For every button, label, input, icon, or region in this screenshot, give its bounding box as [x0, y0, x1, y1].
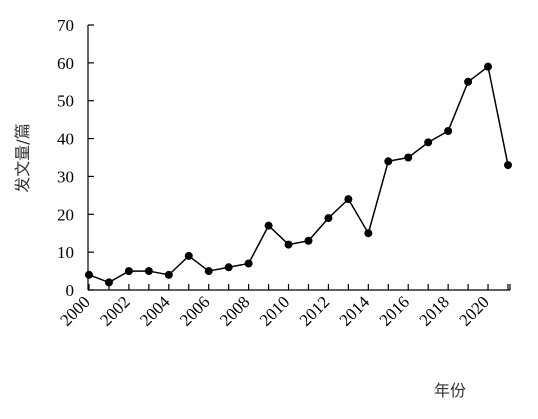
data-point: [244, 259, 253, 268]
x-tick-label: 2008: [216, 292, 253, 329]
x-tick-label: 2016: [376, 292, 413, 329]
y-ticks: 0 10 20 30 40 50 60 70: [57, 16, 94, 300]
data-point: [444, 127, 453, 135]
data-point: [264, 221, 273, 230]
axes: [87, 25, 510, 291]
x-tick-label: 2018: [415, 292, 452, 329]
x-tick-label: 2010: [256, 292, 293, 329]
data-point: [364, 229, 373, 238]
series-line: [88, 65, 509, 284]
data-point: [404, 153, 413, 162]
x-axis-title: 年份: [434, 381, 466, 400]
data-point: [124, 267, 133, 276]
x-tick-label: 2006: [176, 292, 213, 329]
y-tick-label: 40: [57, 130, 74, 149]
x-tick-label: 2004: [136, 292, 174, 330]
x-tick-label: 2012: [296, 292, 333, 329]
y-tick-label: 10: [57, 243, 74, 262]
x-tick-label: 2020: [455, 292, 492, 329]
y-axis-title: 发文量/篇: [13, 123, 32, 192]
data-point: [144, 267, 153, 276]
y-tick-label: 30: [57, 167, 74, 186]
y-tick-label: 20: [57, 205, 74, 224]
series: [85, 62, 512, 287]
data-point: [304, 236, 313, 245]
data-point: [204, 267, 213, 276]
y-tick-label: 0: [66, 281, 75, 300]
y-tick-label: 50: [57, 92, 74, 111]
data-point: [284, 240, 293, 249]
data-point: [85, 270, 93, 279]
y-tick-label: 60: [57, 54, 74, 73]
data-point: [384, 157, 393, 166]
x-ticks: 2000 2002 2004 2006 2008 2010 2012 2014 2016 2018…: [56, 284, 511, 330]
data-point: [324, 214, 333, 223]
data-point: [484, 62, 493, 71]
data-point: [164, 270, 173, 279]
data-point: [464, 77, 473, 86]
x-tick-label: 2014: [336, 292, 374, 330]
data-point: [224, 263, 233, 272]
data-point: [104, 278, 113, 287]
y-tick-label: 70: [57, 16, 74, 35]
data-point: [184, 251, 193, 260]
data-point: [504, 161, 512, 170]
data-point: [424, 138, 433, 147]
data-point: [344, 195, 353, 204]
x-tick-label: 2002: [96, 292, 133, 329]
x-tick-label: 2000: [56, 292, 93, 329]
